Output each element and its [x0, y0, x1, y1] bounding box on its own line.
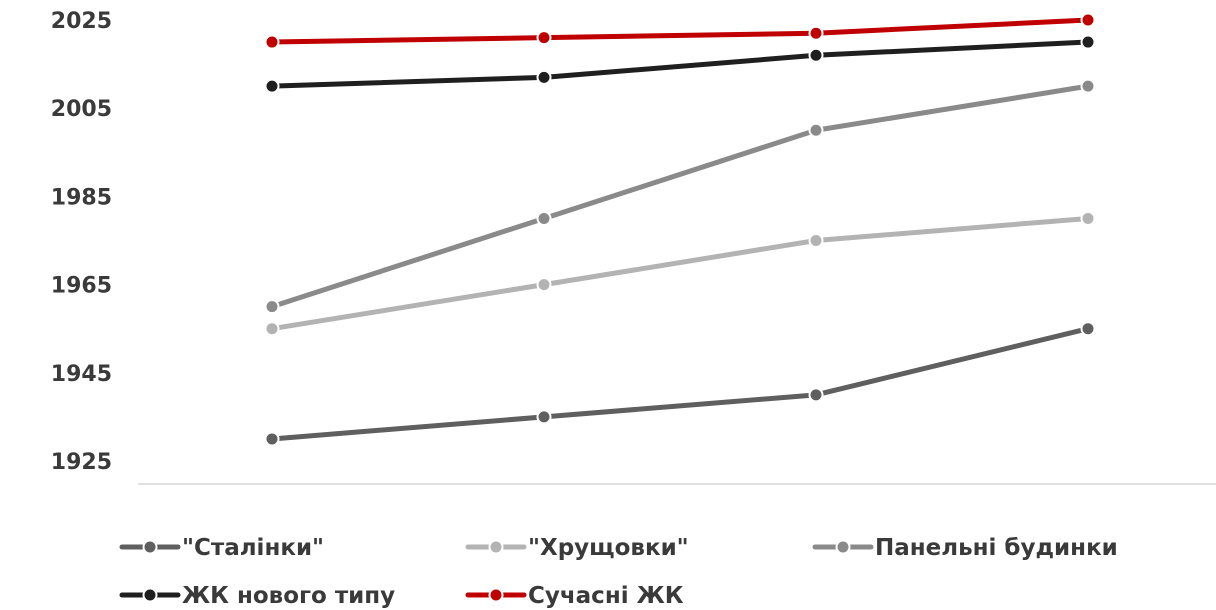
legend-label: "Хрущовки" — [528, 535, 689, 561]
legend-item: ЖК нового типу — [119, 583, 395, 609]
legend-marker — [142, 539, 158, 555]
data-point — [264, 321, 280, 337]
legend-label: Панельні будинки — [875, 535, 1118, 561]
data-point — [1080, 78, 1096, 94]
data-point — [808, 122, 824, 138]
data-point — [536, 277, 552, 293]
data-point — [1080, 210, 1096, 226]
legend: "Сталінки" "Хрущовки" Панельні будинки ЖК н… — [119, 535, 1118, 609]
y-tick-label: 1965 — [51, 274, 112, 299]
data-point — [808, 47, 824, 63]
legend-marker — [142, 587, 158, 603]
y-tick-label: 1925 — [51, 450, 112, 475]
data-point — [536, 30, 552, 46]
data-point — [808, 233, 824, 248]
data-point — [1080, 34, 1096, 50]
y-axis: 1925 1945 1965 1985 2005 2025 — [51, 9, 112, 475]
data-point — [264, 78, 280, 94]
data-point — [264, 431, 280, 447]
data-point — [536, 409, 552, 425]
data-point — [536, 69, 552, 85]
data-point — [264, 299, 280, 315]
data-point — [808, 387, 824, 403]
y-tick-label: 1945 — [51, 362, 112, 387]
legend-marker — [488, 539, 504, 555]
series-line — [269, 17, 1091, 45]
series-line — [269, 326, 1091, 442]
y-tick-label: 2005 — [51, 97, 112, 122]
y-tick-label: 2025 — [51, 9, 112, 34]
series-line — [269, 39, 1091, 89]
series-line — [269, 215, 1091, 332]
legend-label: ЖК нового типу — [182, 583, 395, 609]
legend-label: "Сталінки" — [182, 535, 324, 561]
data-point — [808, 25, 824, 41]
data-point — [536, 210, 552, 226]
plot-area — [264, 12, 1096, 447]
legend-item: Сучасні ЖК — [465, 583, 684, 609]
data-point — [264, 34, 280, 50]
data-point — [1080, 321, 1096, 337]
y-tick-label: 1985 — [51, 185, 112, 210]
legend-item: Панельні будинки — [812, 535, 1118, 561]
legend-label: Сучасні ЖК — [528, 583, 684, 609]
legend-marker — [488, 587, 504, 603]
legend-item: "Хрущовки" — [465, 535, 689, 561]
data-point — [1080, 12, 1096, 28]
legend-marker — [835, 539, 851, 555]
series-line — [269, 83, 1091, 310]
legend-item: "Сталінки" — [119, 535, 324, 561]
